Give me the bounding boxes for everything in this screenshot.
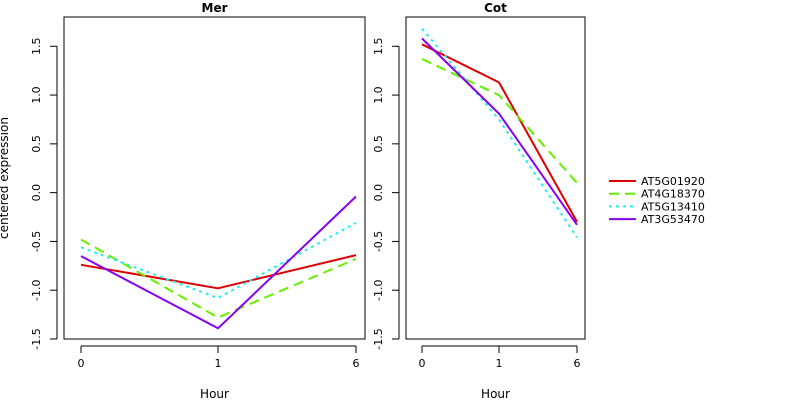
y-axis-label: centered expression [0, 117, 11, 239]
y-tick-label: -0.5 [372, 231, 385, 252]
y-tick-label: 1.5 [30, 38, 43, 56]
legend-label: AT5G01920 [641, 175, 705, 188]
series-line-at5g13410 [80, 222, 357, 299]
legend-label: AT3G53470 [641, 213, 705, 226]
y-tick-label: 1.0 [372, 86, 385, 104]
panel-cot: Cot -1.5 -1.0 -0.5 0.0 0.5 1.0 1.5 0 1 6 Hour [372, 1, 586, 400]
panel-title: Cot [484, 1, 507, 15]
y-tick-label: -1.5 [30, 328, 43, 349]
legend-label: AT4G18370 [641, 188, 705, 201]
series-line-at5g01920 [421, 43, 578, 223]
y-tick-label: 0.5 [30, 135, 43, 153]
series-line-at3g53470 [80, 195, 357, 330]
x-tick-label: 0 [78, 357, 85, 370]
y-tick-label: -1.5 [372, 328, 385, 349]
y-tick-label: 1.5 [372, 38, 385, 56]
x-axis-label: Hour [481, 387, 510, 400]
x-tick-label: 6 [574, 357, 581, 370]
x-tick-label: 1 [215, 357, 222, 370]
series-line-at5g01920 [80, 254, 357, 290]
y-tick-label: -1.0 [372, 279, 385, 300]
y-tick-label: -0.5 [30, 231, 43, 252]
y-tick-label: -1.0 [30, 279, 43, 300]
x-tick-label: 6 [353, 357, 360, 370]
series-line-at3g53470 [421, 37, 578, 226]
y-tick-label: 0.0 [30, 184, 43, 202]
series-line-at4g18370 [421, 58, 578, 184]
panel-mer: Mer -1.5 -1.0 -0.5 0.0 0.5 1.0 1.5 0 1 6 Hour center… [0, 1, 366, 400]
y-tick-label: 1.0 [30, 86, 43, 104]
y-tick-label: 0.5 [372, 135, 385, 153]
plot-frame [405, 16, 586, 340]
y-tick-label: 0.0 [372, 184, 385, 202]
x-tick-label: 0 [419, 357, 426, 370]
x-axis-label: Hour [200, 387, 229, 400]
plot-frame [63, 16, 366, 340]
legend-label: AT5G13410 [641, 200, 705, 213]
x-tick-label: 1 [496, 357, 503, 370]
series-line-at4g18370 [80, 238, 357, 319]
panel-title: Mer [202, 1, 228, 15]
series-line-at5g13410 [421, 28, 578, 239]
